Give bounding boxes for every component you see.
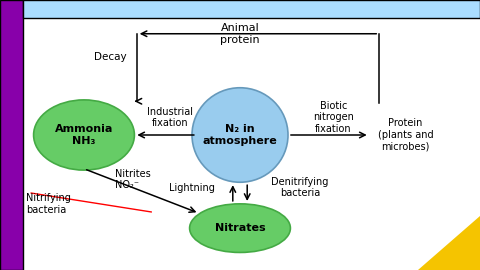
- Text: Nitrifying
bacteria: Nitrifying bacteria: [26, 193, 71, 215]
- Polygon shape: [418, 216, 480, 270]
- Ellipse shape: [192, 88, 288, 182]
- Text: Nitrates: Nitrates: [215, 223, 265, 233]
- Text: Biotic
nitrogen
fixation: Biotic nitrogen fixation: [313, 101, 354, 134]
- Text: Industrial
fixation: Industrial fixation: [147, 107, 193, 128]
- Ellipse shape: [190, 204, 290, 252]
- Text: Denitrifying
bacteria: Denitrifying bacteria: [271, 177, 329, 198]
- Text: Lightning: Lightning: [169, 183, 215, 193]
- FancyBboxPatch shape: [23, 0, 480, 18]
- Text: Animal
protein: Animal protein: [220, 23, 260, 45]
- Text: Nitrites
NO₂⁻: Nitrites NO₂⁻: [115, 169, 151, 190]
- Text: N₂ in
atmosphere: N₂ in atmosphere: [203, 124, 277, 146]
- Text: Protein
(plants and
microbes): Protein (plants and microbes): [378, 119, 433, 151]
- Ellipse shape: [34, 100, 134, 170]
- FancyBboxPatch shape: [0, 0, 23, 270]
- Text: Ammonia
NH₃: Ammonia NH₃: [55, 124, 113, 146]
- Text: Decay: Decay: [94, 52, 126, 62]
